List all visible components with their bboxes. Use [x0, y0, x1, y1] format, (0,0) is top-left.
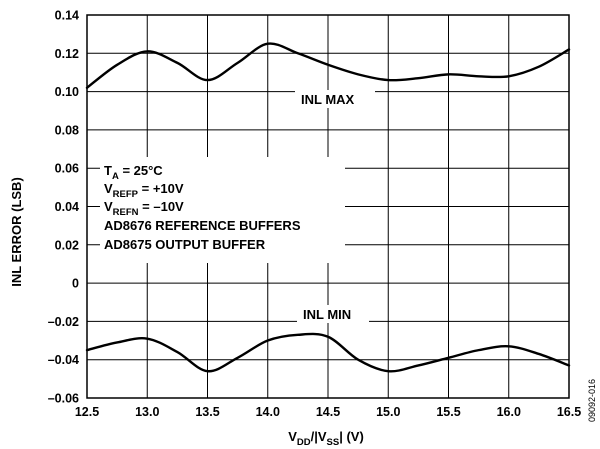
plot-frame [86, 14, 570, 399]
conditions-annotation: TA = 25°C VREFP = +10V VREFN = –10V AD86… [104, 163, 301, 252]
series-label-inl-min: INL MIN [303, 307, 351, 322]
inl-max-line [85, 42, 571, 89]
x-tick-label: 13.5 [195, 405, 219, 419]
y-tick-label: 0 [72, 277, 79, 291]
annotation-vrefp: VREFP = +10V [104, 181, 184, 200]
y-tick-label: 0.04 [55, 200, 79, 214]
inl-max-label-background [295, 90, 375, 108]
x-tick-label: 14.5 [316, 405, 340, 419]
annotation-reference-buffers: AD8676 REFERENCE BUFFERS [104, 218, 301, 233]
x-tick-label: 15.0 [376, 405, 400, 419]
y-tick-label: 0.10 [55, 85, 79, 99]
y-axis-title: INL ERROR (LSB) [9, 177, 24, 287]
inl-min-label-background [297, 305, 369, 323]
y-tick-label: 0.08 [55, 123, 79, 137]
axes: 12.5 13.0 13.5 14.0 14.5 15.0 15.5 16.0 16.5 0.14… [48, 9, 581, 420]
y-tick-label: 0.12 [55, 47, 79, 61]
inl-min-line [85, 332, 571, 373]
y-tick-label: –0.06 [48, 392, 79, 406]
annotation-output-buffer: AD8675 OUTPUT BUFFER [104, 237, 266, 252]
annotation-temperature: TA = 25°C [104, 163, 163, 182]
x-axis-title: VDD/|VSS| (V) [288, 429, 364, 448]
x-tick-label: 12.5 [75, 405, 99, 419]
y-tick-label: 0.02 [55, 238, 79, 252]
x-tick-label: 16.0 [497, 405, 521, 419]
annotation-background [100, 157, 345, 263]
x-tick-label: 16.5 [557, 405, 581, 419]
y-tick-label: –0.04 [48, 353, 79, 367]
x-tick-label: 14.0 [256, 405, 280, 419]
series-label-inl-max: INL MAX [301, 92, 355, 107]
x-tick-label: 13.0 [135, 405, 159, 419]
y-tick-label: –0.02 [48, 315, 79, 329]
annotation-vrefn: VREFN = –10V [104, 199, 184, 218]
x-tick-label: 15.5 [436, 405, 460, 419]
y-tick-label: 0.06 [55, 162, 79, 176]
data-series [85, 42, 571, 373]
y-tick-label: 0.14 [55, 9, 79, 23]
figure-id: 09092-016 [587, 379, 597, 422]
